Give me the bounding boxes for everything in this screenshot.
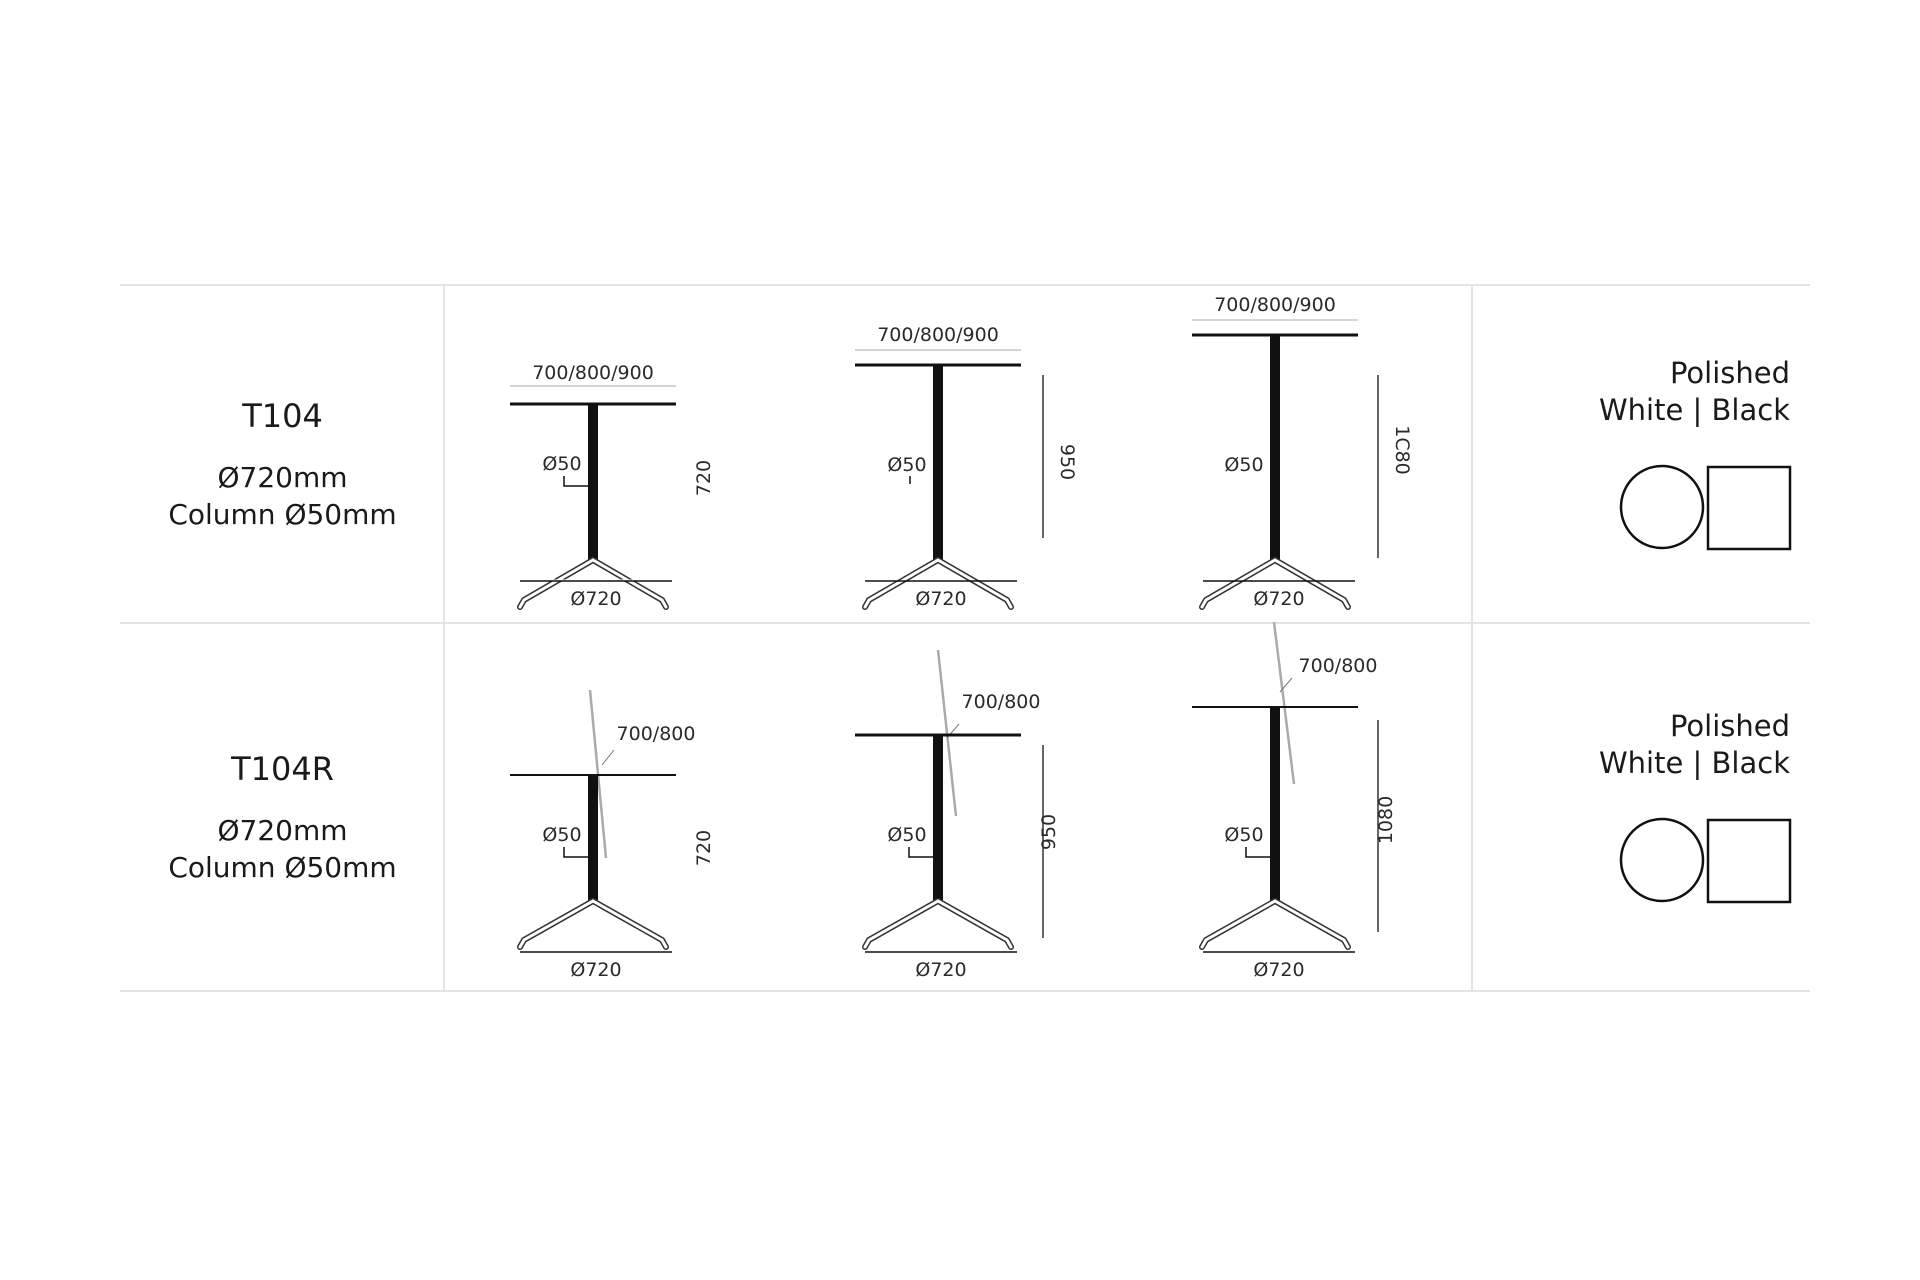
top-width-label: 700/800/900 bbox=[1214, 294, 1336, 316]
height-label: 720 bbox=[693, 460, 715, 496]
base-label: Ø720 bbox=[570, 588, 621, 610]
finish-colors: White | Black bbox=[1599, 393, 1790, 427]
column-label: Ø50 bbox=[1224, 824, 1263, 846]
model-info: T104R Ø720mm Column Ø50mm bbox=[130, 750, 435, 886]
model-name: T104R bbox=[231, 750, 334, 788]
base-dimensions-row-2: Ø720 Ø720 Ø720 bbox=[520, 951, 1355, 981]
finish-type: Polished bbox=[1669, 356, 1790, 390]
height-label: 1C80 bbox=[1391, 425, 1413, 475]
base-label: Ø720 bbox=[1253, 588, 1304, 610]
table-drawing-1080: 700/800/900 Ø50 1C80 bbox=[1192, 294, 1413, 610]
square-top-icon bbox=[1706, 818, 1792, 904]
column-diameter: Column Ø50mm bbox=[168, 851, 397, 884]
base-dimensions-row-1: Ø720 Ø720 Ø720 bbox=[520, 580, 1355, 610]
height-label: 1080 bbox=[1375, 796, 1397, 844]
table-drawing-950: 700/800/900 Ø50 950 bbox=[855, 324, 1078, 610]
height-label: 720 bbox=[693, 830, 715, 866]
column-label: Ø50 bbox=[542, 824, 581, 846]
column-label: Ø50 bbox=[887, 824, 926, 846]
base-label: Ø720 bbox=[915, 959, 966, 981]
table-top-border bbox=[120, 284, 1810, 286]
finish-colors: White | Black bbox=[1599, 746, 1790, 780]
base-label: Ø720 bbox=[915, 588, 966, 610]
model-name: T104 bbox=[242, 397, 323, 435]
finish-info: Polished White | Black bbox=[1540, 708, 1790, 782]
table-row-divider bbox=[120, 622, 1810, 624]
column-diameter: Column Ø50mm bbox=[168, 498, 397, 531]
table-drawing-720: 700/800/900 Ø50 720 bbox=[510, 362, 715, 610]
table-bottom-border bbox=[120, 990, 1810, 992]
tilt-table-drawing-950: 700/800 Ø50 950 bbox=[855, 650, 1060, 950]
top-diameter: Ø720mm bbox=[217, 461, 348, 494]
round-top-icon bbox=[1619, 817, 1705, 903]
top-width-label: 700/800 bbox=[617, 723, 696, 745]
tilt-table-drawing-1080: 700/800 Ø50 1080 bbox=[1192, 622, 1397, 950]
model-info: T104 Ø720mm Column Ø50mm bbox=[130, 397, 435, 533]
top-shape-swatches bbox=[1619, 464, 1792, 551]
top-width-label: 700/800/900 bbox=[877, 324, 999, 346]
tilt-table-drawing-720: 700/800 Ø50 720 bbox=[510, 690, 715, 950]
base-label: Ø720 bbox=[1253, 959, 1304, 981]
top-width-label: 700/800 bbox=[1299, 655, 1378, 677]
top-width-label: 700/800 bbox=[962, 691, 1041, 713]
column-label: Ø50 bbox=[887, 454, 926, 476]
height-label: 950 bbox=[1038, 814, 1060, 850]
column-label: Ø50 bbox=[1224, 454, 1263, 476]
square-top-icon bbox=[1706, 465, 1792, 551]
top-shape-swatches bbox=[1619, 817, 1792, 904]
column-divider-left bbox=[443, 284, 445, 992]
finish-type: Polished bbox=[1669, 709, 1790, 743]
column-label: Ø50 bbox=[542, 453, 581, 475]
column-divider-right bbox=[1471, 284, 1473, 992]
top-width-label: 700/800/900 bbox=[532, 362, 654, 384]
top-diameter: Ø720mm bbox=[217, 814, 348, 847]
base-label: Ø720 bbox=[570, 959, 621, 981]
finish-info: Polished White | Black bbox=[1540, 355, 1790, 429]
height-label: 950 bbox=[1056, 444, 1078, 480]
round-top-icon bbox=[1619, 464, 1705, 550]
